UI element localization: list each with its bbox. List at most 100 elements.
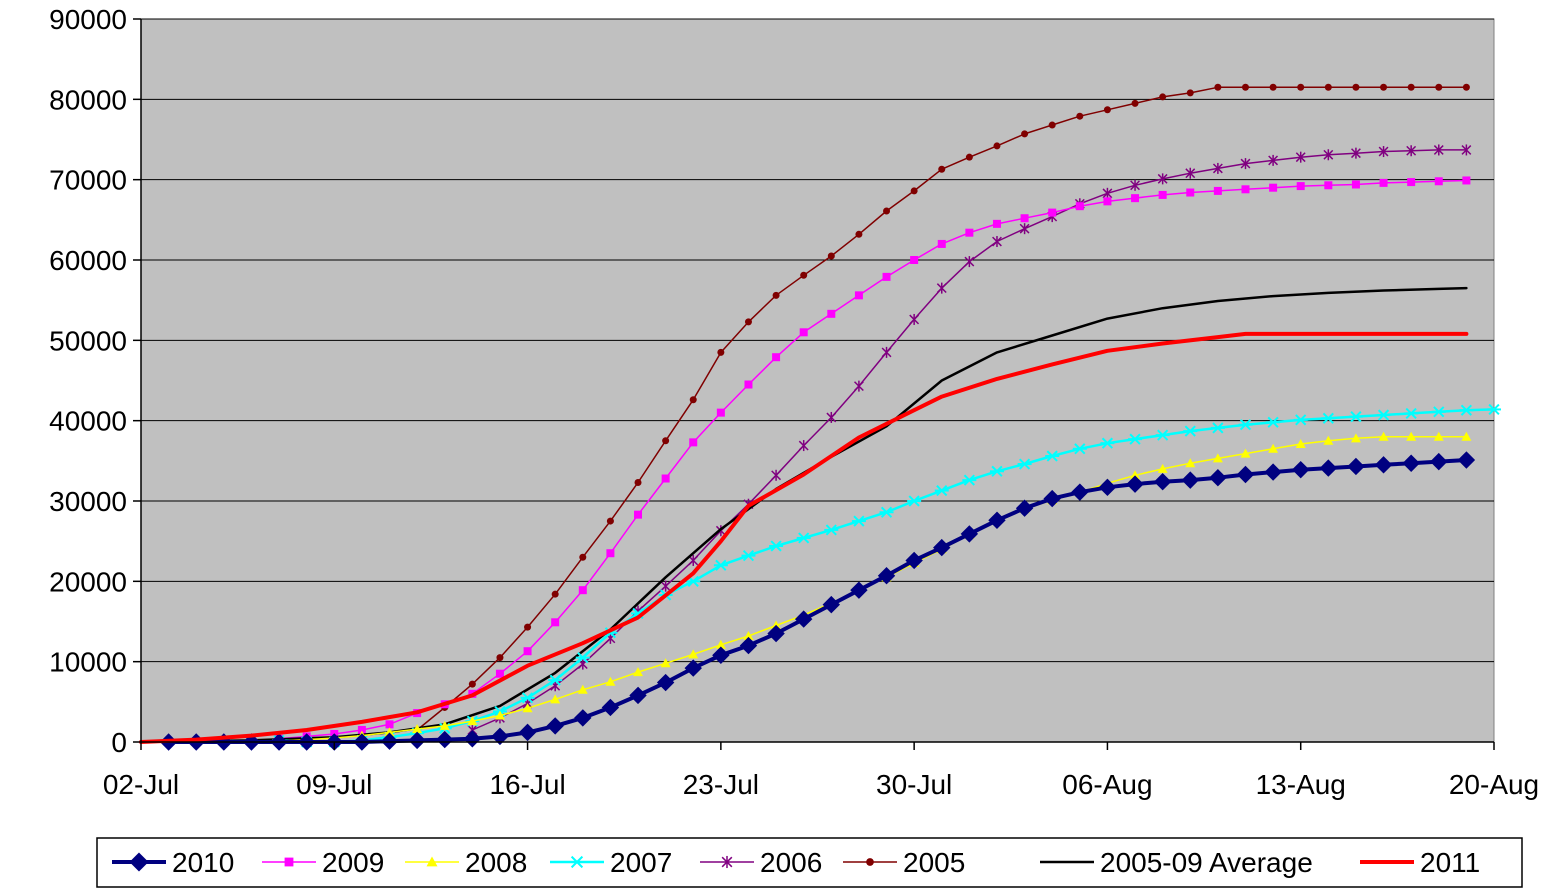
series-line [139,286,1468,744]
data-point [1324,83,1332,91]
data-point [1157,173,1168,185]
data-point [1351,147,1361,159]
data-point [1159,93,1167,101]
data-point [574,709,592,727]
data-point [634,510,643,519]
data-point [688,649,699,659]
data-point [1185,167,1196,179]
data-point [689,438,698,447]
data-point [1374,456,1393,474]
legend-marker [721,855,733,869]
data-point [551,590,559,598]
data-point [1264,463,1282,481]
data-point [660,580,671,592]
data-point [1103,197,1112,206]
x-tick-label: 20-Aug [1449,769,1539,800]
data-point [357,725,366,734]
data-point [1350,433,1361,443]
y-tick-label: 60000 [49,245,127,276]
data-point [712,646,730,664]
legend-label: 2006 [760,847,822,878]
y-tick-label: 90000 [49,4,127,35]
data-point [851,515,866,527]
legend-label: 2010 [172,847,234,878]
data-point [408,731,426,750]
legend-label: 2008 [465,847,527,878]
data-point [520,692,535,704]
data-point [1076,112,1084,120]
data-point [1461,144,1472,156]
axes-layer: 0 10000 20000 30000 40000 50000 60000 70000 8000… [49,4,1539,800]
data-point [744,380,753,389]
data-point [988,511,1006,529]
data-point [854,291,863,300]
legend-label: 2005 [903,847,965,878]
data-point [1459,404,1474,416]
series-line [278,179,1468,740]
data-point [1323,149,1334,161]
data-point [962,474,977,486]
legend-label: 2011 [1420,847,1480,878]
data-point [439,720,450,730]
data-point [1378,431,1389,441]
series-line [139,331,1469,744]
data-point [1103,106,1111,114]
data-point [739,636,758,655]
data-point [910,256,919,264]
data-point [1130,179,1140,191]
data-point [656,673,675,692]
data-point [717,348,725,356]
data-point [1324,181,1333,190]
data-point [1462,83,1470,91]
data-point [855,230,863,238]
data-point [1431,406,1446,418]
legend-item-2007: 2007 [550,847,672,878]
data-point [799,328,808,337]
data-point [1379,178,1388,187]
data-point [881,346,892,358]
y-tick-label: 20000 [49,566,127,597]
data-point [1185,458,1196,468]
data-point [992,219,1001,228]
data-point [412,724,423,734]
data-point [826,411,837,423]
plot-area [140,18,1495,743]
data-point [1268,154,1279,166]
data-point [1407,83,1415,91]
data-point [1048,121,1056,129]
data-point [1100,437,1115,449]
data-point [883,207,891,215]
data-point [1293,414,1308,426]
data-point [1015,499,1034,517]
data-point [385,720,394,729]
data-point [772,291,780,299]
data-point [715,639,726,649]
data-point [1212,162,1223,174]
data-point [522,703,533,713]
legend-item-2011: 2011 [1360,847,1480,878]
data-point [1407,178,1416,187]
data-point [879,506,894,518]
x-tick-label: 16-Jul [489,769,565,800]
x-tick-label: 13-Aug [1256,769,1346,800]
data-point [1017,458,1032,470]
data-point [1295,438,1306,448]
data-point [1292,460,1310,479]
data-point [1351,180,1360,189]
data-point [1213,186,1222,195]
data-point [882,272,891,281]
data-point [1186,188,1195,197]
data-point [1236,465,1255,484]
data-point [933,538,951,557]
data-point [1043,489,1061,508]
data-point [491,727,509,746]
data-point [1210,422,1225,434]
data-point [1487,403,1501,416]
legend-item-2008: 2008 [405,847,527,878]
data-point [468,680,476,688]
data-point [548,674,563,686]
series-2011 [139,331,1469,744]
y-tick-label: 30000 [49,486,127,517]
data-point [910,187,918,195]
data-point [463,730,482,748]
